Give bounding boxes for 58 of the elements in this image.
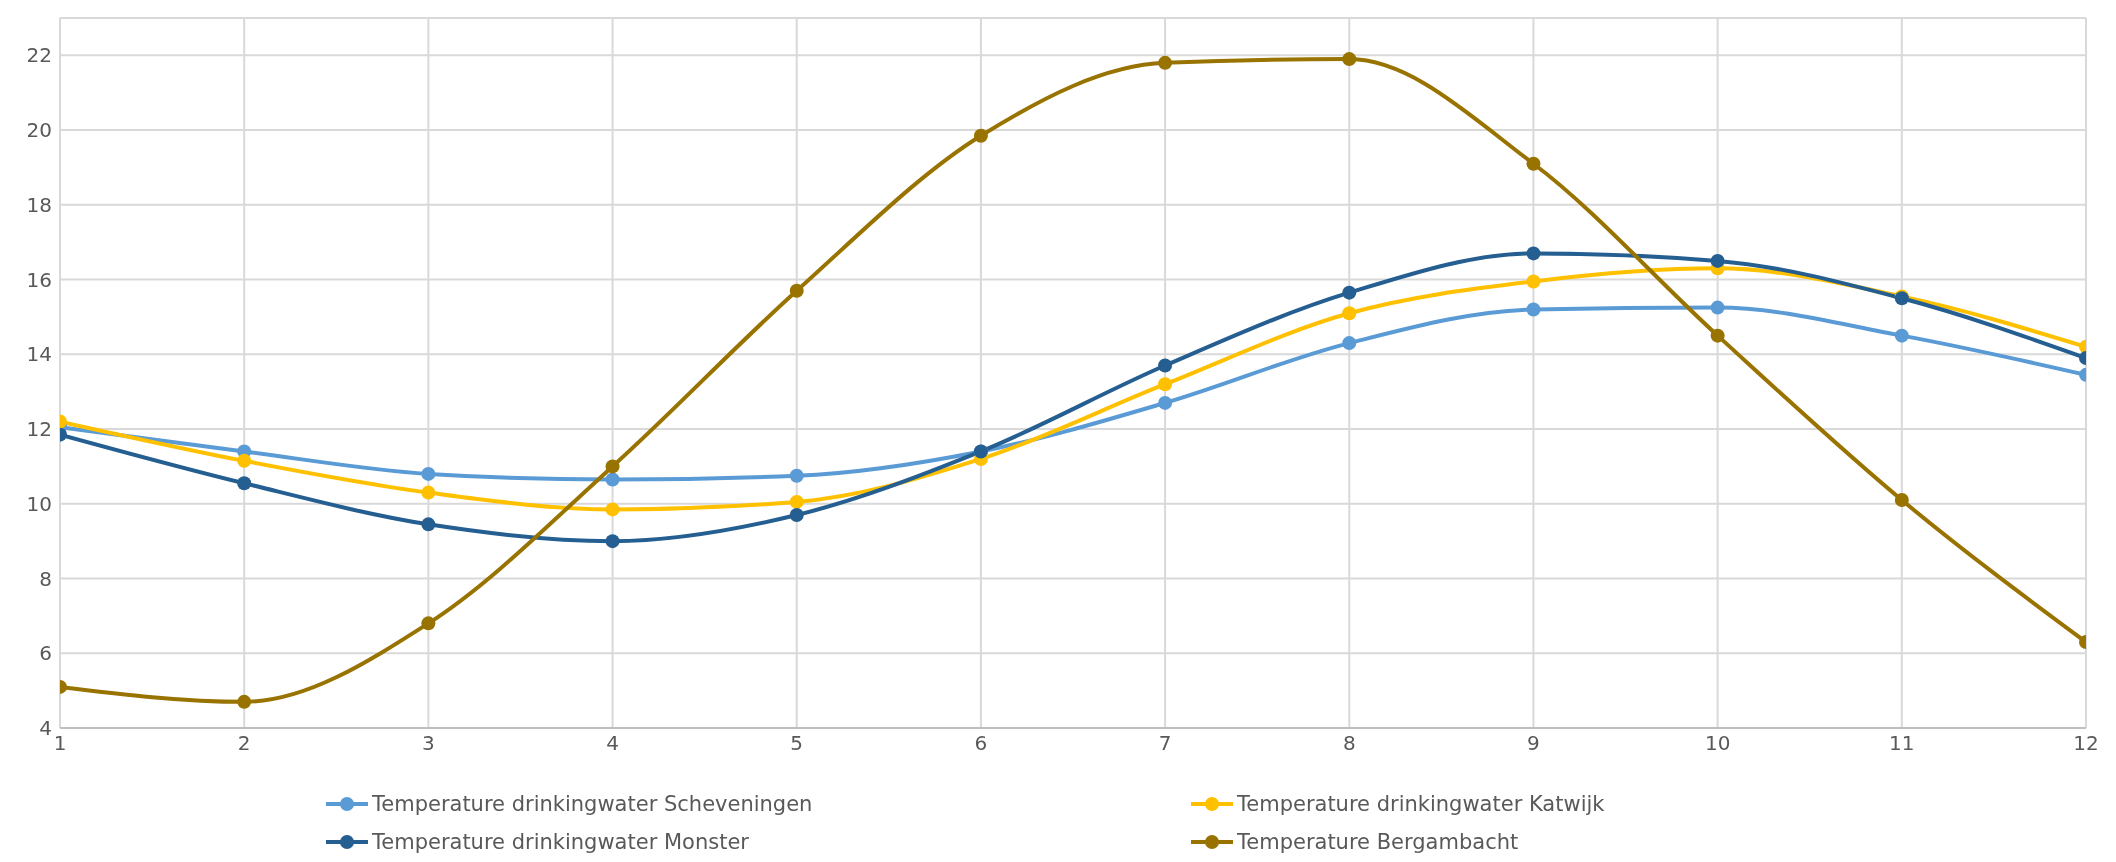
point [789, 508, 804, 522]
point [421, 485, 436, 500]
point [789, 283, 804, 298]
x-tick-label: 12 [2073, 731, 2099, 756]
point [1158, 395, 1173, 410]
point [421, 616, 436, 631]
x-tick-label: 7 [1158, 731, 1172, 756]
point [1894, 328, 1909, 343]
point [789, 494, 804, 509]
point [605, 472, 620, 487]
x-tick-label: 6 [974, 731, 988, 756]
x-tick-label: 4 [606, 731, 619, 756]
point [237, 453, 252, 468]
point [605, 534, 620, 549]
y-tick-label: 16 [26, 267, 52, 292]
point [1526, 302, 1541, 317]
point [1526, 274, 1541, 289]
point [1526, 156, 1541, 171]
point [1342, 336, 1357, 351]
point [605, 459, 620, 474]
x-tick-label: 3 [422, 731, 435, 756]
legend-label: Temperature drinkingwater Monster [372, 830, 749, 854]
point [237, 694, 252, 709]
point [1894, 493, 1909, 508]
legend-label: Temperature drinkingwater Scheveningen [372, 792, 813, 816]
point [605, 502, 620, 517]
y-tick-label: 18 [26, 192, 52, 217]
point [1710, 300, 1725, 315]
point [1526, 246, 1541, 261]
point [421, 466, 436, 481]
x-tick-label: 2 [237, 731, 251, 756]
point [1158, 55, 1173, 70]
y-tick-label: 14 [26, 342, 52, 367]
point [1342, 52, 1357, 67]
point [789, 468, 804, 483]
point [973, 128, 988, 143]
x-tick-label: 9 [1527, 731, 1540, 756]
point [237, 476, 252, 491]
y-tick-label: 6 [39, 641, 52, 666]
x-tick-label: 11 [1889, 731, 1915, 756]
point [1158, 358, 1173, 373]
legend-label: Temperature Bergambacht [1237, 830, 1519, 854]
point [421, 517, 436, 532]
x-tick-label: 1 [53, 731, 67, 756]
point [1342, 306, 1357, 321]
legend-label: Temperature drinkingwater Katwijk [1237, 792, 1605, 816]
point [1710, 328, 1725, 343]
y-tick-label: 20 [26, 118, 52, 143]
y-tick-label: 12 [26, 417, 52, 442]
x-tick-label: 5 [790, 731, 804, 756]
point [1710, 253, 1725, 268]
point [1342, 285, 1357, 300]
point [1158, 377, 1173, 392]
y-tick-label: 22 [26, 43, 52, 68]
y-tick-label: 8 [39, 566, 52, 591]
x-tick-label: 10 [1704, 731, 1731, 756]
y-tick-label: 10 [26, 491, 52, 516]
x-tick-label: 8 [1342, 731, 1356, 756]
